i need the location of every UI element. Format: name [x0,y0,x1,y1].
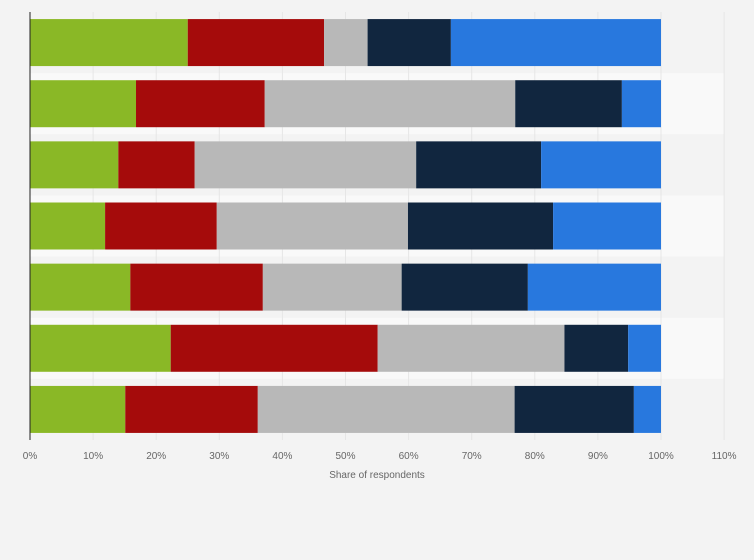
bar-segment [527,263,661,311]
x-tick-label: 60% [399,451,419,462]
bar-segment [118,141,195,189]
bar-segment [30,141,119,189]
bar-segment [136,80,265,128]
bar-segment [628,324,661,372]
x-tick-label: 0% [23,451,38,462]
x-tick-label: 70% [462,451,482,462]
bar-segment [324,19,368,67]
x-tick-labels: 0% 10% 20% 30% 40% 50% 60% 70% 80% 90% 100% 110% [23,451,737,462]
bar-segment [30,19,188,67]
bar-segment [367,19,451,67]
bar-segment [564,324,629,372]
bar-segment [187,19,325,67]
bar-segment [401,263,528,311]
x-tick-label: 10% [83,451,103,462]
bar-segment [30,263,131,311]
bar-segment [194,141,417,189]
bar-segment [264,80,516,128]
bar-segment [30,324,171,372]
bar-segment [450,19,661,67]
bar-segment [407,202,554,250]
bar-segment [125,385,258,433]
bar-segment [170,324,378,372]
x-axis-title: Share of respondents [329,470,425,481]
x-tick-label: 100% [648,451,674,462]
x-tick-label: 50% [335,451,355,462]
bar-segment [514,385,634,433]
bar-segment [30,80,137,128]
bar-segment [262,263,402,311]
bar-segment [553,202,661,250]
bar-segment [541,141,661,189]
bar-segment [216,202,408,250]
x-tick-label: 90% [588,451,608,462]
bar-segment [515,80,622,128]
bar-segment [30,385,126,433]
bar-segment [621,80,661,128]
bar-segment [633,385,661,433]
bar-segment [416,141,542,189]
x-tick-label: 20% [146,451,166,462]
x-tick-label: 30% [209,451,229,462]
bar-segment [257,385,515,433]
bar-segment [130,263,263,311]
bar-segment [377,324,565,372]
x-tick-label: 80% [525,451,545,462]
x-tick-label: 40% [272,451,292,462]
bar-segment [30,202,106,250]
bars [30,19,661,433]
x-tick-label: 110% [712,451,737,462]
bar-segment [105,202,217,250]
